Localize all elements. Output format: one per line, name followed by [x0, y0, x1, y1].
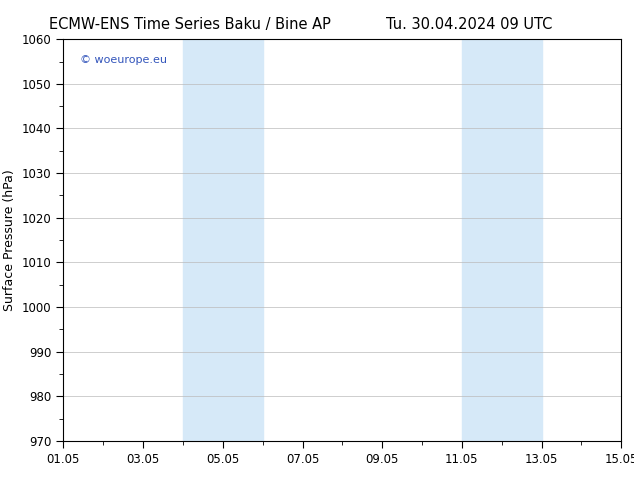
Bar: [223, 39, 262, 441]
Text: © woeurope.eu: © woeurope.eu: [80, 55, 167, 65]
Y-axis label: Surface Pressure (hPa): Surface Pressure (hPa): [3, 169, 16, 311]
Text: ECMW-ENS Time Series Baku / Bine AP: ECMW-ENS Time Series Baku / Bine AP: [49, 17, 331, 32]
Bar: [501, 39, 541, 441]
Bar: [183, 39, 223, 441]
Bar: [462, 39, 501, 441]
Text: Tu. 30.04.2024 09 UTC: Tu. 30.04.2024 09 UTC: [386, 17, 552, 32]
